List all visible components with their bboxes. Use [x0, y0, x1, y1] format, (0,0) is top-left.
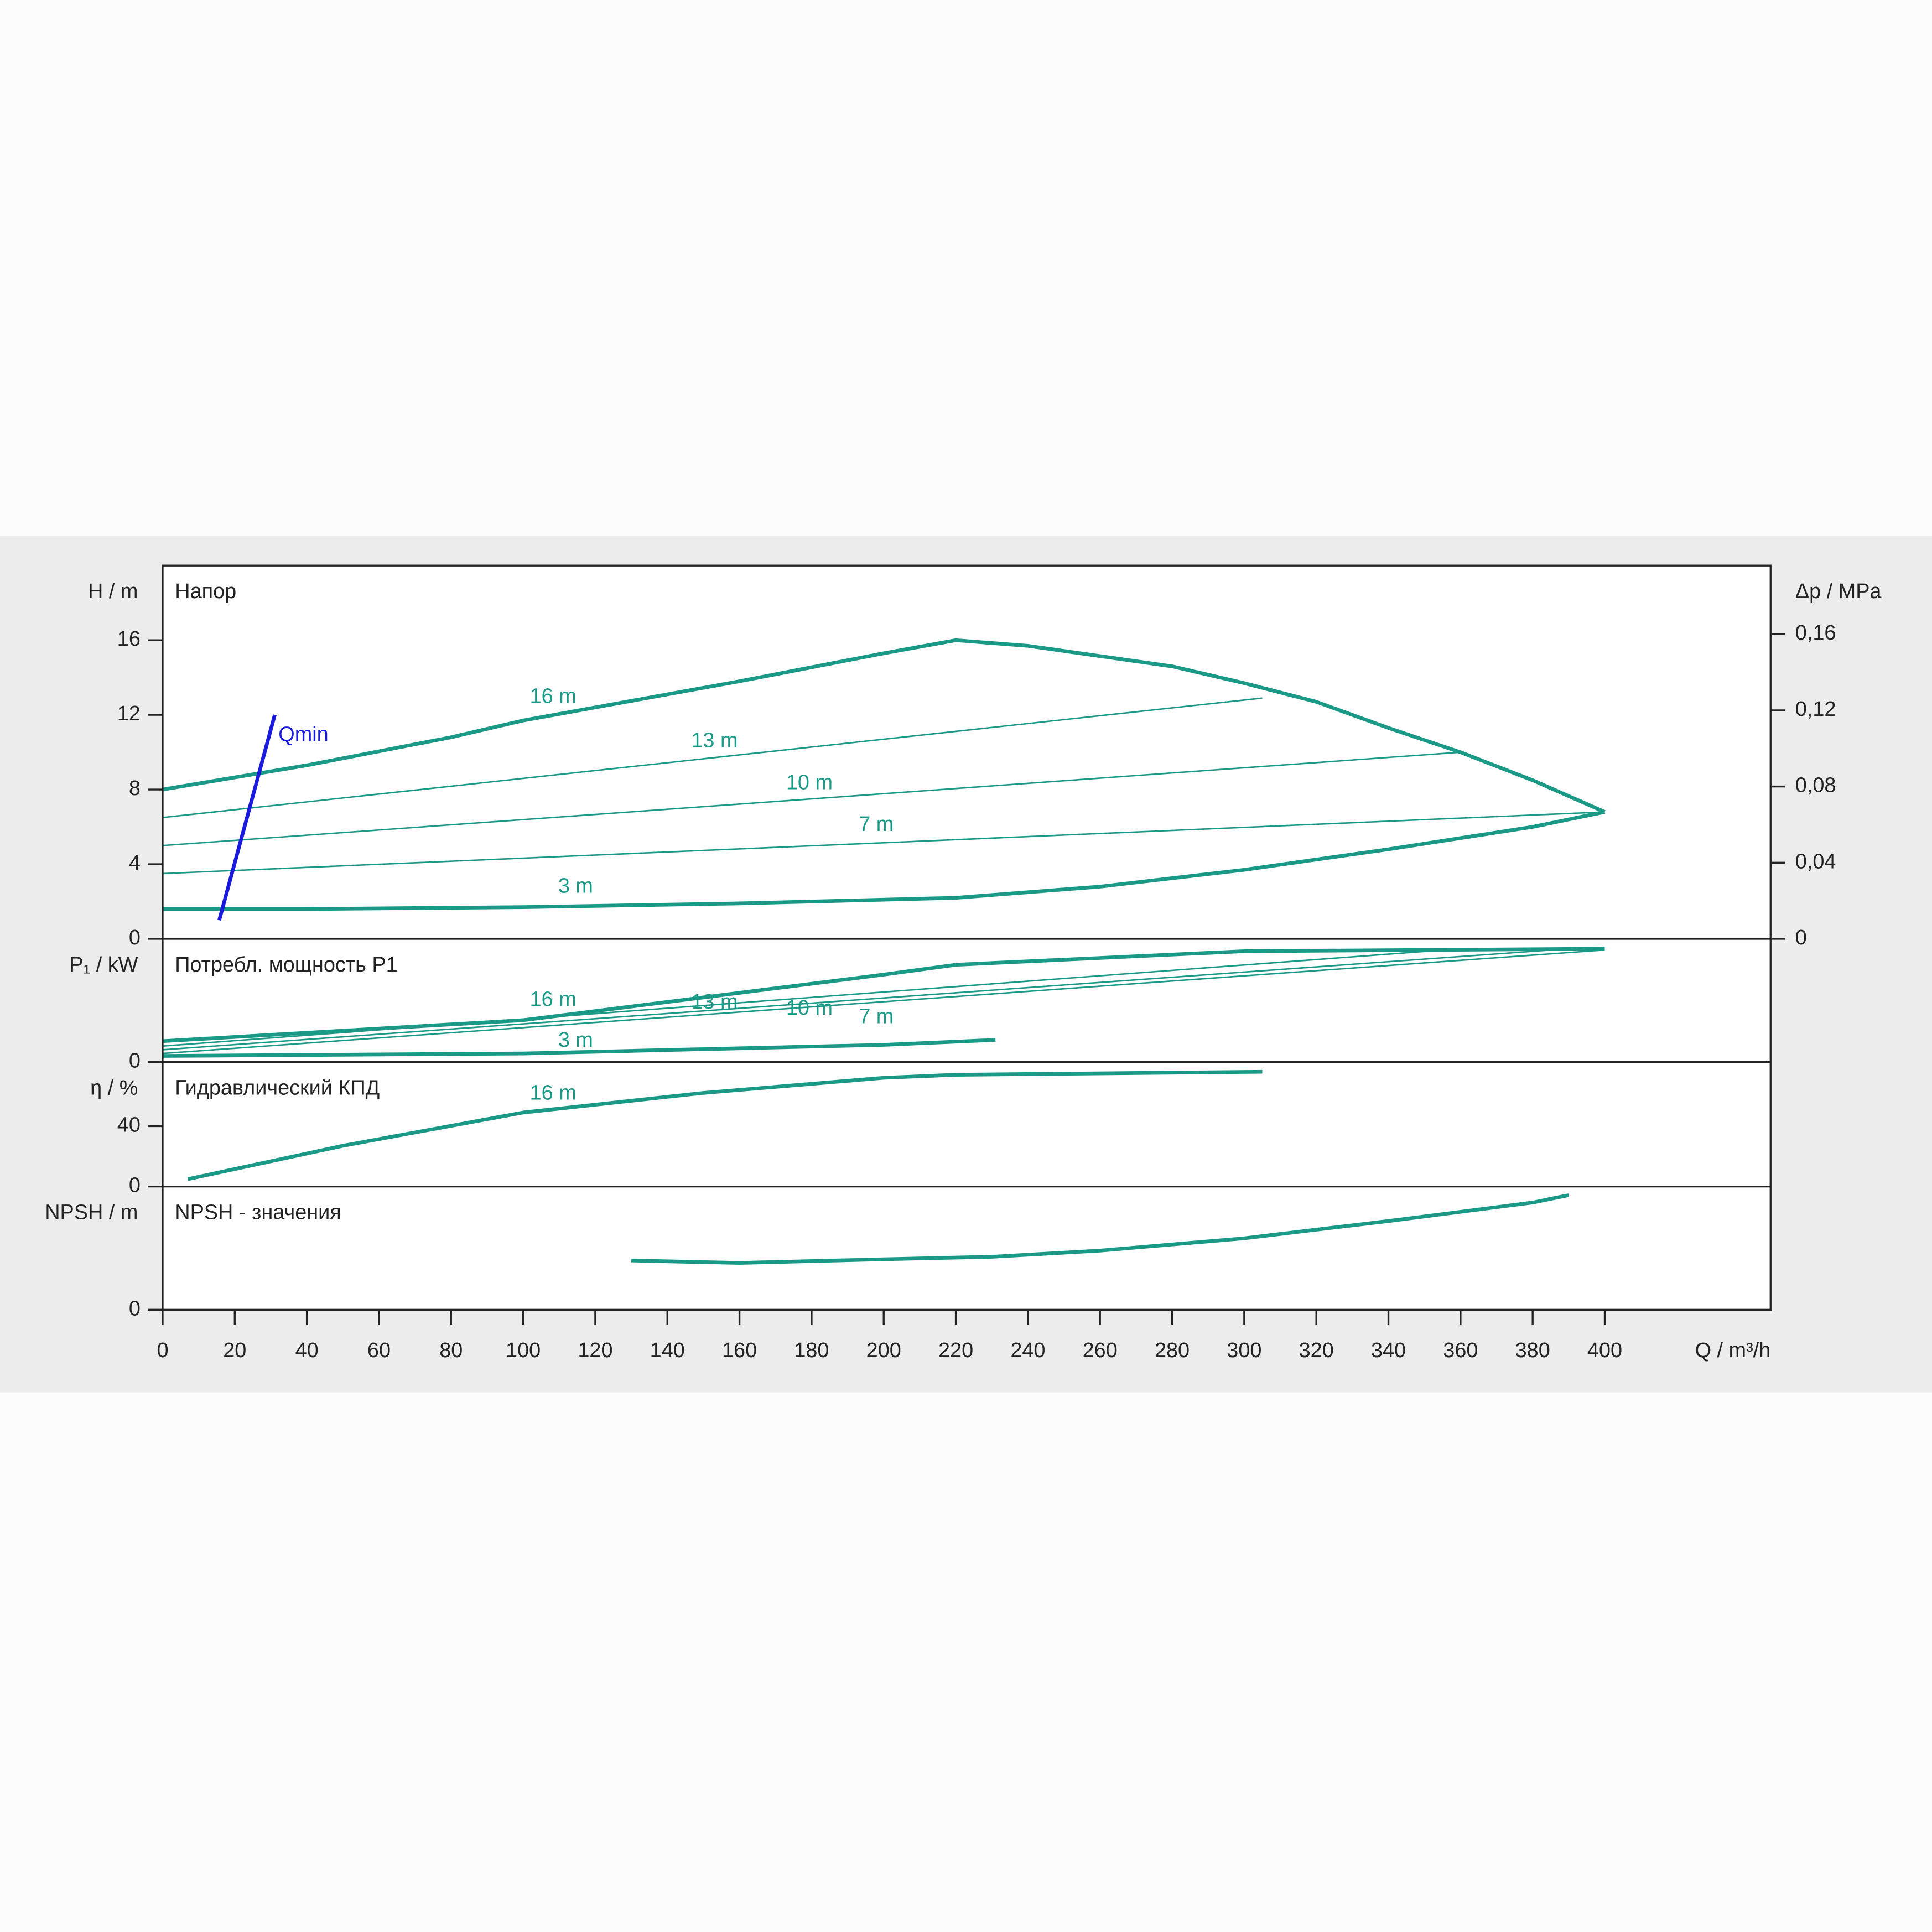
curve — [217, 714, 277, 921]
panel-title: Гидравлический КПД — [175, 1077, 380, 1100]
x-tick-label: 240 — [1010, 1339, 1045, 1362]
curve-label: 16 m — [530, 988, 577, 1011]
curve-label: 3 m — [558, 1029, 593, 1052]
curve — [162, 751, 1461, 846]
plot-frame — [162, 564, 1772, 1311]
curve — [631, 1193, 1570, 1265]
curve-label: 16 m — [530, 1082, 577, 1105]
curve-label: 7 m — [859, 1005, 894, 1029]
x-tick-label: 320 — [1299, 1339, 1334, 1362]
y-axis-label: H / m — [88, 580, 138, 603]
marks — [162, 638, 1606, 1265]
curve — [162, 810, 1606, 911]
x-tick-label: 60 — [367, 1339, 391, 1362]
x-tick-label: 280 — [1155, 1339, 1190, 1362]
curve — [162, 948, 1461, 1047]
y-tick-label: 0 — [129, 1297, 141, 1320]
curve-label: Qmin — [278, 723, 328, 746]
curve — [162, 948, 1569, 1051]
x-tick-label: 260 — [1083, 1339, 1118, 1362]
x-tick-label: 20 — [223, 1339, 246, 1362]
y-tick-label: 0 — [129, 1174, 141, 1197]
x-tick-label: 100 — [506, 1339, 541, 1362]
y-tick-label: 12 — [117, 702, 141, 725]
x-tick-label: 200 — [866, 1339, 901, 1362]
x-tick-label: 160 — [722, 1339, 757, 1362]
x-tick-label: 340 — [1371, 1339, 1406, 1362]
x-tick-label: 140 — [650, 1339, 685, 1362]
curve-label: 10 m — [786, 996, 833, 1020]
panel-title: NPSH - значения — [175, 1201, 341, 1224]
y2-tick-label: 0,16 — [1795, 621, 1836, 645]
curve — [162, 949, 1605, 1055]
x-tick-label: 300 — [1227, 1339, 1261, 1362]
y-tick-label: 16 — [117, 627, 141, 651]
y-tick-label: 40 — [117, 1113, 141, 1136]
y2-tick-label: 0,04 — [1795, 850, 1836, 873]
curve — [162, 1038, 996, 1058]
x-tick-label: 220 — [938, 1339, 973, 1362]
y-tick-label: 0 — [129, 926, 141, 949]
x-tick-label: 360 — [1443, 1339, 1478, 1362]
y2-tick-label: 0,08 — [1795, 774, 1836, 797]
x-tick-label: 380 — [1515, 1339, 1550, 1362]
curve-label: 13 m — [691, 990, 738, 1014]
y-axis-label: NPSH / m — [45, 1201, 138, 1224]
curve-label: 13 m — [691, 729, 738, 752]
x-tick-label: 40 — [295, 1339, 319, 1362]
curve — [162, 697, 1263, 819]
y-tick-label: 0 — [129, 1050, 141, 1073]
y-axis-label: P₁ / kW — [69, 953, 138, 977]
x-tick-label: 120 — [578, 1339, 612, 1362]
y-tick-label: 8 — [129, 777, 141, 800]
plot-area — [162, 565, 1771, 1310]
curve-label: 7 m — [859, 813, 894, 836]
x-tick-label: 0 — [157, 1339, 168, 1362]
y2-axis-label: Δp / MPa — [1795, 580, 1882, 603]
x-tick-label: 180 — [794, 1339, 829, 1362]
x-tick-label: 80 — [439, 1339, 463, 1362]
panel-title: Напор — [175, 580, 236, 603]
y2-tick-label: 0,12 — [1795, 698, 1836, 721]
curve — [162, 638, 1606, 814]
curve-label: 3 m — [558, 874, 593, 897]
curve-label: 16 m — [530, 685, 577, 708]
y-tick-label: 4 — [129, 851, 141, 875]
y-axis-label: η / % — [90, 1077, 138, 1100]
panel-title: Потребл. мощность P1 — [175, 953, 397, 977]
x-axis-label: Q / m³/h — [1695, 1339, 1771, 1362]
curve — [162, 811, 1605, 875]
curve — [187, 1069, 1263, 1181]
x-tick-label: 400 — [1587, 1339, 1622, 1362]
y2-tick-label: 0 — [1795, 926, 1807, 949]
curve-label: 10 m — [786, 771, 833, 794]
